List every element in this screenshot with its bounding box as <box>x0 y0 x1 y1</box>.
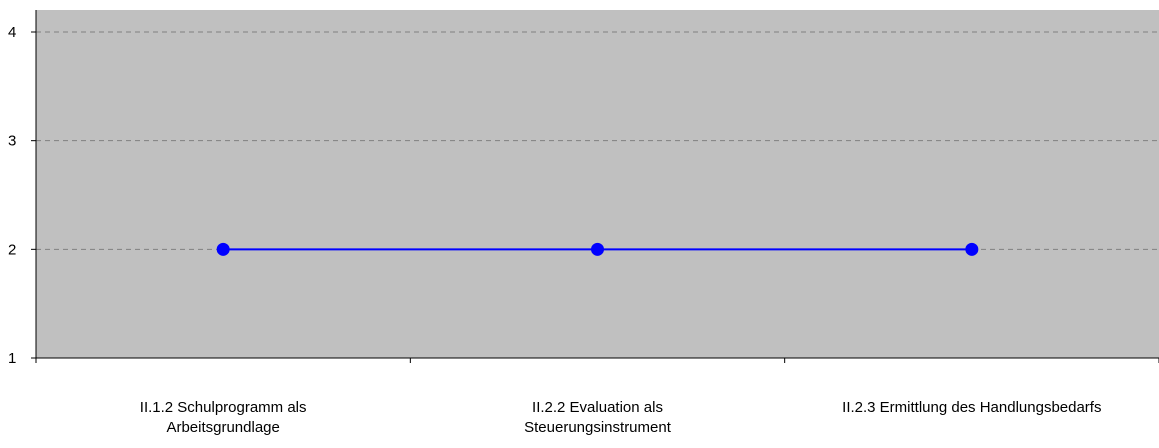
x-category-label-3: II.2.3 Ermittlung des Handlungsbedarfs <box>842 399 1102 416</box>
y-tick-label-4: 4 <box>8 24 16 41</box>
x-category-label-1: II.1.2 Schulprogramm als Arbeitsgrundlag… <box>139 399 307 436</box>
data-point <box>965 242 979 256</box>
data-point <box>591 242 604 256</box>
x-category-label-2: II.2.2 Evaluation als Steuerungsinstrume… <box>524 399 671 436</box>
y-tick-label-1: 1 <box>8 350 16 367</box>
series-group <box>216 242 979 256</box>
axes <box>31 10 1159 363</box>
y-tick-labels: 1 2 3 4 <box>8 24 16 367</box>
y-tick-label-2: 2 <box>8 241 16 258</box>
data-point <box>216 242 230 256</box>
plot-area <box>36 10 1159 358</box>
y-tick-label-3: 3 <box>8 133 16 150</box>
